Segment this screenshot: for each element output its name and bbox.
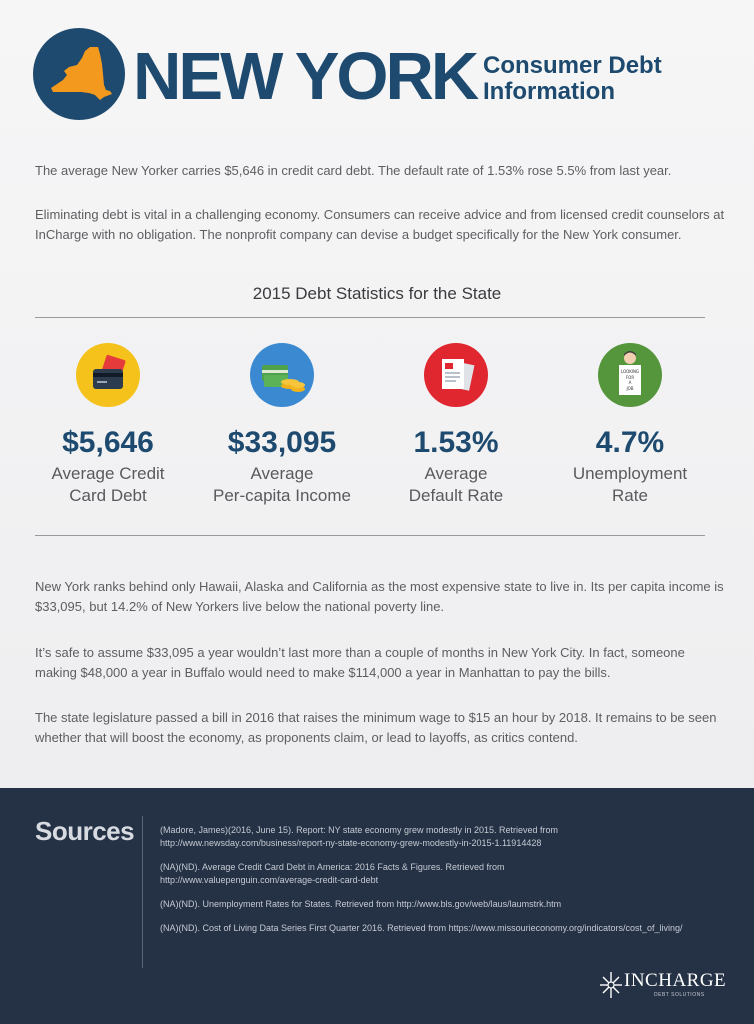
intro-paragraph-2: Eliminating debt is vital in a challengi… xyxy=(35,207,725,242)
stat-default-rate: 1.53% Average Default Rate xyxy=(366,343,546,507)
subtitle-line-2: Information xyxy=(483,78,615,105)
sources-footer: Sources (Madore, James)(2016, June 15). … xyxy=(0,788,754,1024)
stat-label-line-2: Card Debt xyxy=(69,486,147,505)
reference-item: (Madore, James)(2016, June 15). Report: … xyxy=(160,824,730,850)
stat-label-line-2: Rate xyxy=(612,486,648,505)
intro-paragraph-1: The average New Yorker carries $5,646 in… xyxy=(35,163,672,178)
stat-label-line-1: Average Credit xyxy=(51,464,165,483)
reference-url[interactable]: http://www.valuepenguin.com/average-cred… xyxy=(160,875,379,885)
stat-credit-card-debt: $5,646 Average Credit Card Debt xyxy=(18,343,198,507)
sign-text-line-1: LOOKING xyxy=(621,369,639,374)
stat-unemployment-rate: LOOKING FOR A JOB 4.7% Unemployment Rate xyxy=(540,343,720,507)
references-list: (Madore, James)(2016, June 15). Report: … xyxy=(160,824,730,946)
page-subtitle: Consumer Debt Information xyxy=(483,53,662,105)
stat-label: Average Per-capita Income xyxy=(192,463,372,507)
divider-bottom xyxy=(35,535,705,536)
incharge-logo: INCHARGE DEBT SOLUTIONS xyxy=(598,968,726,1002)
stat-label: Average Credit Card Debt xyxy=(18,463,198,507)
stat-per-capita-income: $33,095 Average Per-capita Income xyxy=(192,343,372,507)
stat-label-line-1: Average xyxy=(424,464,488,483)
body-paragraph-3: The state legislature passed a bill in 2… xyxy=(35,710,717,745)
credit-card-icon xyxy=(76,343,140,407)
sign-text-line-4: JOB xyxy=(625,386,633,391)
job-seeker-icon: LOOKING FOR A JOB xyxy=(598,343,662,407)
sources-title: Sources xyxy=(35,816,135,846)
stats-section-title: 2015 Debt Statistics for the State xyxy=(252,284,502,303)
sign-text-line-3: A xyxy=(629,380,632,385)
stat-value: $33,095 xyxy=(227,426,337,459)
new-york-state-icon xyxy=(33,28,125,120)
stat-label-line-2: Per-capita Income xyxy=(213,486,351,505)
stat-label: Average Default Rate xyxy=(366,463,546,507)
stat-label-line-1: Average xyxy=(250,464,314,483)
money-coins-icon xyxy=(250,343,314,407)
reference-text: (Madore, James)(2016, June 15). Report: … xyxy=(160,825,559,835)
reference-text: (NA)(ND). Cost of Living Data Series Fir… xyxy=(160,923,683,933)
reference-item: (NA)(ND). Unemployment Rates for States.… xyxy=(160,898,730,911)
reference-url[interactable]: http://www.newsday.com/business/report-n… xyxy=(160,838,542,848)
reference-item: (NA)(ND). Cost of Living Data Series Fir… xyxy=(160,922,730,935)
stat-value: $5,646 xyxy=(62,426,154,459)
stat-label-line-1: Unemployment xyxy=(572,464,688,483)
divider-top xyxy=(35,317,705,318)
reference-text: (NA)(ND). Unemployment Rates for States.… xyxy=(160,899,562,909)
body-paragraph-1: New York ranks behind only Hawaii, Alask… xyxy=(35,579,724,614)
page-title: NEW YORK xyxy=(133,39,479,114)
stat-label: Unemployment Rate xyxy=(540,463,720,507)
sign-text-line-2: FOR xyxy=(626,375,634,380)
body-paragraph-2: It’s safe to assume $33,095 a year would… xyxy=(35,645,685,680)
stat-label-line-2: Default Rate xyxy=(408,486,504,505)
logo-tagline: DEBT SOLUTIONS xyxy=(654,992,705,998)
documents-icon xyxy=(424,343,488,407)
sunburst-icon xyxy=(600,972,622,998)
logo-brand: INCHARGE xyxy=(624,970,727,991)
sources-divider xyxy=(142,816,143,968)
reference-text: (NA)(ND). Average Credit Card Debt in Am… xyxy=(160,862,505,872)
stat-value: 1.53% xyxy=(413,426,499,459)
subtitle-line-1: Consumer Debt xyxy=(483,52,662,79)
stat-value: 4.7% xyxy=(595,426,665,459)
reference-item: (NA)(ND). Average Credit Card Debt in Am… xyxy=(160,861,730,887)
